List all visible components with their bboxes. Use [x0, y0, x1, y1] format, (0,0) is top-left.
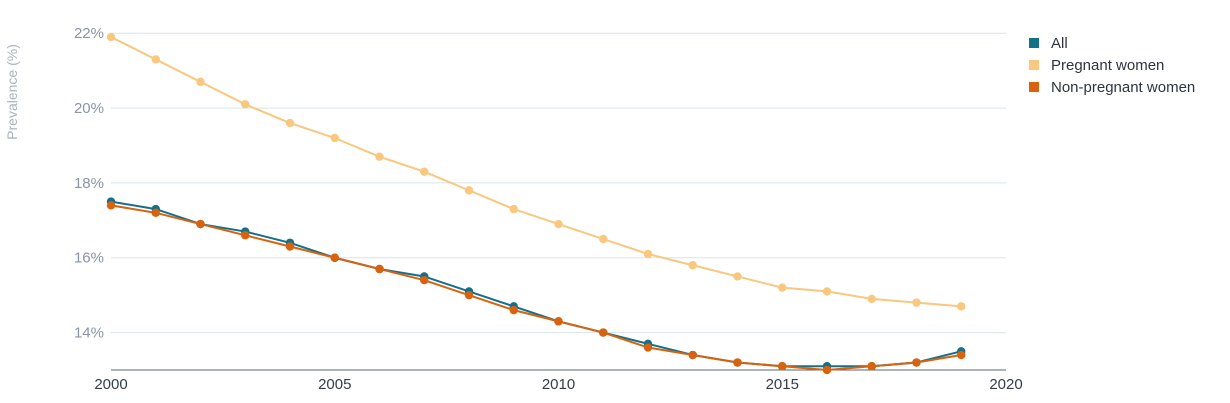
legend: All Pregnant women Non-pregnant women	[1029, 32, 1195, 98]
point-pregnant-women-2018	[912, 298, 921, 307]
point-pregnant-women-2009	[509, 204, 518, 214]
point-non-pregnant-women-2003	[241, 231, 250, 240]
point-non-pregnant-women-2002	[196, 219, 205, 229]
point-non-pregnant-women-2017	[867, 362, 876, 371]
point-pregnant-women-2017	[867, 294, 876, 304]
series-all	[106, 197, 966, 371]
point-pregnant-women-2013	[688, 261, 697, 270]
point-non-pregnant-women-2018	[912, 358, 921, 367]
point-non-pregnant-women-2005	[330, 253, 339, 262]
y-tick-label-18: 18%	[74, 175, 104, 192]
y-tick-labels: 14% 16% 18% 20% 22%	[74, 25, 104, 341]
point-pregnant-women-2003	[241, 100, 250, 109]
point-non-pregnant-women-2019	[957, 350, 966, 360]
legend-swatch-all	[1029, 38, 1039, 48]
series-line-non-pregnant-women	[110, 204, 962, 372]
legend-item-all[interactable]: All	[1029, 32, 1195, 54]
point-pregnant-women-2011	[599, 234, 608, 244]
y-tick-label-20: 20%	[74, 100, 104, 117]
y-tick-label-16: 16%	[74, 250, 104, 267]
x-tick-label-2020: 2020	[989, 376, 1022, 393]
legend-item-pregnant-women[interactable]: Pregnant women	[1029, 54, 1195, 76]
x-tick-label-2000: 2000	[94, 376, 127, 393]
point-non-pregnant-women-2011	[599, 328, 608, 337]
point-non-pregnant-women-2004	[285, 242, 295, 251]
legend-item-non-pregnant-women[interactable]: Non-pregnant women	[1029, 76, 1195, 98]
series-group	[106, 32, 966, 375]
legend-swatch-pregnant-women	[1029, 60, 1039, 70]
y-tick-label-14: 14%	[74, 325, 104, 342]
point-pregnant-women-2002	[196, 77, 205, 87]
legend-swatch-non-pregnant-women	[1029, 82, 1039, 92]
legend-label-non-pregnant-women: Non-pregnant women	[1051, 78, 1196, 96]
point-pregnant-women-2019	[957, 302, 966, 311]
point-pregnant-women-2016	[822, 287, 832, 296]
point-non-pregnant-women-2009	[509, 305, 518, 315]
x-tick-labels: 2000 2005 2010 2015 2020	[94, 376, 1022, 393]
point-pregnant-women-2010	[554, 219, 563, 229]
series-non-pregnant-women	[106, 201, 966, 375]
legend-label-pregnant-women: Pregnant women	[1051, 56, 1165, 74]
point-non-pregnant-women-2012	[643, 343, 653, 352]
x-tick-label-2005: 2005	[318, 376, 351, 393]
point-pregnant-women-2008	[464, 186, 474, 195]
point-non-pregnant-women-2006	[375, 264, 384, 274]
x-tick-label-2010: 2010	[542, 376, 575, 393]
y-tick-label-22: 22%	[74, 25, 104, 42]
point-non-pregnant-women-2010	[554, 317, 563, 326]
x-tick-label-2015: 2015	[766, 376, 799, 393]
point-pregnant-women-2015	[778, 283, 787, 292]
point-non-pregnant-women-2008	[464, 290, 474, 300]
series-line-all	[110, 200, 962, 368]
point-non-pregnant-women-2001	[151, 208, 160, 218]
point-pregnant-women-2004	[285, 118, 295, 128]
gridlines	[111, 32, 1006, 334]
point-non-pregnant-women-2013	[688, 350, 697, 360]
point-non-pregnant-women-2000	[106, 201, 116, 210]
y-axis-label: Prevalence (%)	[4, 44, 20, 140]
point-non-pregnant-women-2007	[420, 275, 429, 285]
point-non-pregnant-women-2015	[778, 362, 787, 371]
point-pregnant-women-2000	[106, 32, 116, 42]
point-pregnant-women-2007	[420, 167, 429, 176]
point-non-pregnant-women-2014	[733, 358, 742, 367]
point-pregnant-women-2005	[330, 133, 339, 143]
legend-label-all: All	[1051, 34, 1068, 52]
series-line-pregnant-women	[110, 36, 962, 308]
point-pregnant-women-2012	[643, 249, 653, 259]
series-pregnant-women	[106, 32, 966, 311]
point-pregnant-women-2001	[151, 55, 160, 64]
point-pregnant-women-2006	[375, 152, 384, 161]
point-non-pregnant-women-2016	[822, 365, 832, 375]
point-pregnant-women-2014	[733, 272, 742, 281]
